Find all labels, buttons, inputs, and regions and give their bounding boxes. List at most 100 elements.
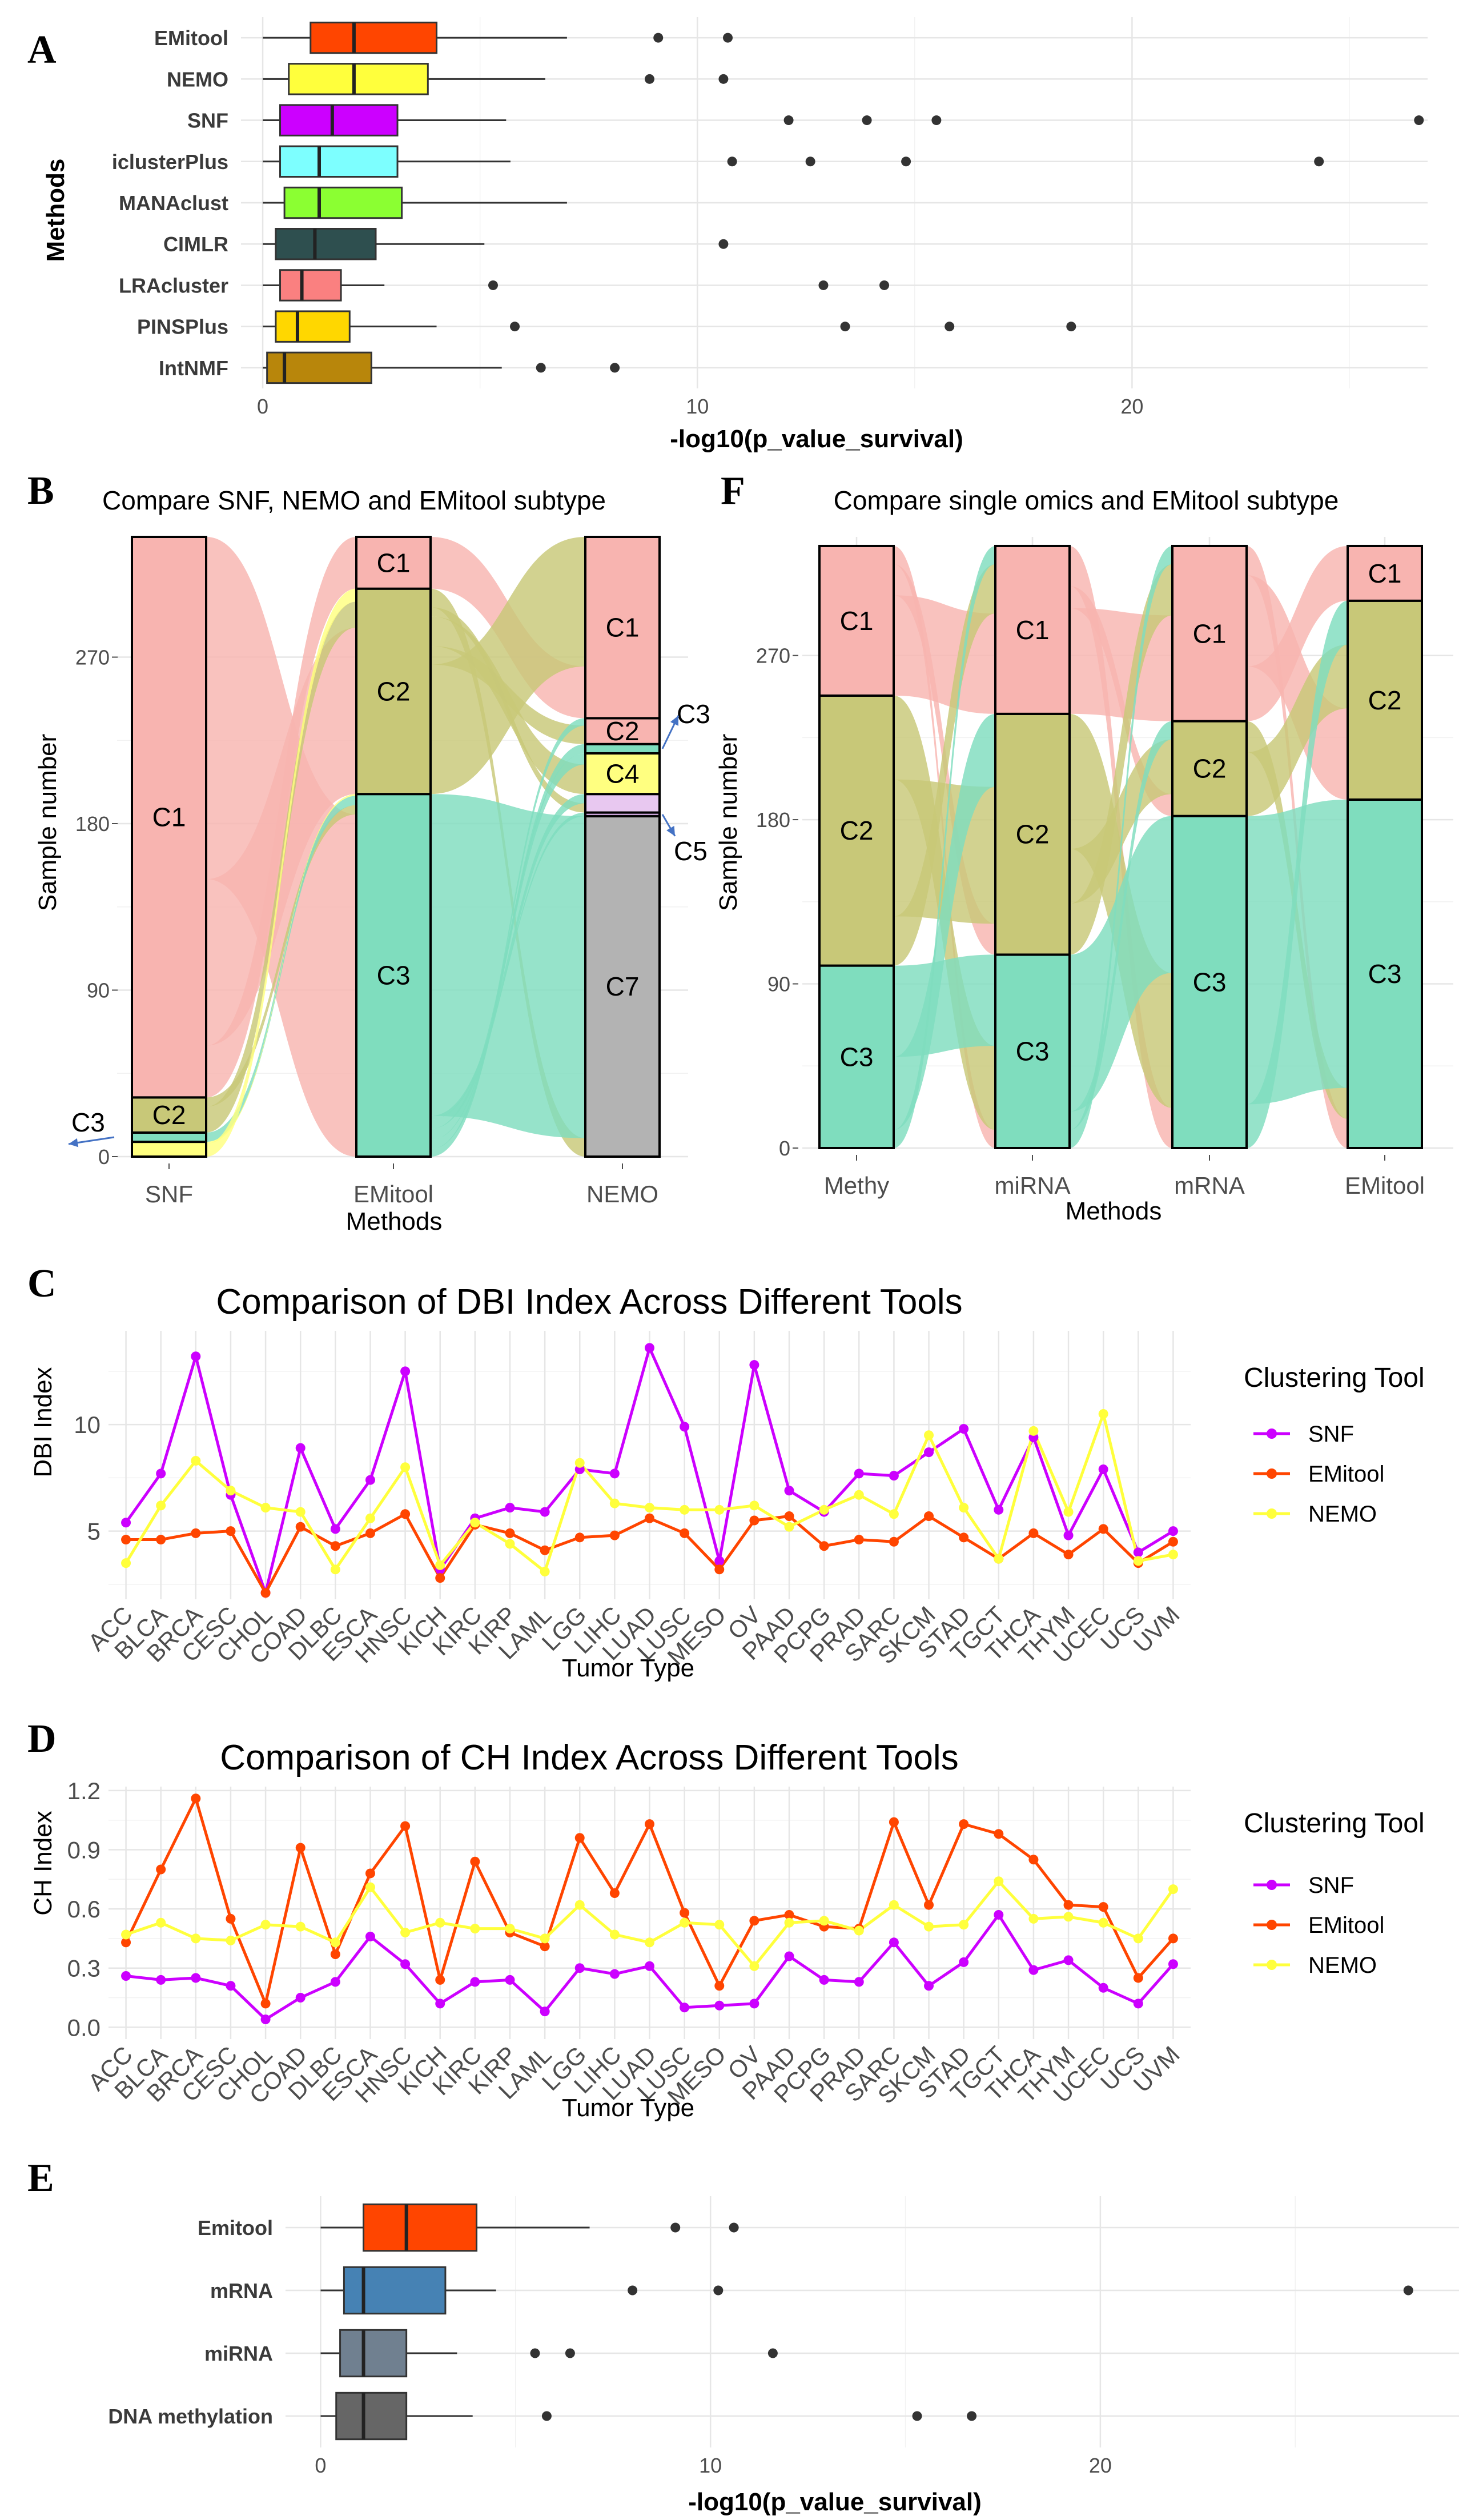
panel-a-outlier-emitool (653, 33, 664, 43)
panel-f-node-emitool-c1 (1347, 544, 1423, 602)
panel-c-point-snf-luad (645, 1343, 654, 1353)
panel-c-point-emitool-kich (435, 1573, 445, 1583)
panel-a-outlier-snf (783, 115, 794, 126)
panel-d-point-snf-thym (1063, 1955, 1074, 1965)
panel-c-point-emitool-thca (1028, 1528, 1039, 1538)
panel-b-node-label-snf-c2: C2 (152, 1100, 186, 1130)
panel-f-y-tick-label: 180 (756, 808, 790, 832)
panel-d-point-nemo-sarc (889, 1900, 899, 1910)
panel-a-x-tick-label: 10 (686, 395, 709, 418)
panel-d-point-nemo-ucec (1098, 1917, 1108, 1928)
panel-c-point-nemo-ucec (1098, 1409, 1108, 1419)
panel-d-y-tick-label: 0.6 (67, 1896, 101, 1923)
panel-a-category-label-snf: SNF (187, 109, 228, 133)
panel-a-outlier-snf (1414, 115, 1424, 126)
panel-d-point-snf-tgct (994, 1909, 1004, 1920)
panel-e-box-mrna (343, 2266, 447, 2315)
panel-letter-e: E (27, 2156, 54, 2200)
panel-c-point-emitool-blca (156, 1535, 166, 1545)
panel-d-point-snf-blca (156, 1975, 166, 1985)
panel-letter-b: B (27, 469, 54, 513)
panel-e-box-dna-methylation (335, 2391, 408, 2441)
panel-d-point-nemo-thym (1063, 1912, 1074, 1922)
panel-f-node-emitool-c3 (1347, 798, 1423, 1149)
panel-e-outlier-mrna (1403, 2285, 1413, 2296)
panel-c-point-emitool-prad (854, 1535, 864, 1545)
panel-f-node-label-methy-c1: C1 (840, 606, 874, 636)
panel-a-category-label-pinsplus: PINSPlus (137, 315, 228, 339)
panel-c-point-emitool-lihc (609, 1530, 620, 1540)
panel-c-point-emitool-lusc (680, 1528, 690, 1538)
panel-d-point-emitool-lusc (680, 1908, 690, 1918)
panel-a-outlier-iclusterplus (1314, 157, 1324, 167)
panel-b-flow-emitool-c3-to-c7 (431, 794, 585, 1138)
panel-c-point-nemo-kich (435, 1560, 445, 1570)
panel-d-point-emitool-coad (295, 1843, 306, 1853)
panel-f-node-mrna-c1 (1171, 544, 1248, 723)
panel-d-point-nemo-dlbc (330, 1937, 340, 1948)
panel-b-node-label-emitool-c1: C1 (377, 548, 411, 577)
panel-a-outlier-iclusterplus (805, 157, 815, 167)
panel-c-title: Comparison of DBI Index Across Different… (216, 1282, 962, 1322)
panel-d-point-snf-lgg (574, 1963, 585, 1973)
panel-b-node-nemo-c4 (584, 752, 661, 796)
panel-f-node-label-mrna-c2: C2 (1193, 754, 1227, 784)
panel-f-node-mirna-c3 (994, 953, 1071, 1150)
panel-letter-c: C (27, 1262, 57, 1306)
panel-b-flow-snf-c4-to-c3 (206, 794, 356, 1144)
panel-f-node-label-mirna-c3: C3 (1016, 1037, 1050, 1066)
panel-e-outlier-dna-methylation (541, 2411, 552, 2421)
panel-b-callout-arrow-snf-c3-head (69, 1138, 79, 1147)
panel-c-point-nemo-esca (365, 1513, 375, 1523)
panel-c-point-nemo-cesc (226, 1486, 236, 1496)
panel-f-x-tick-label: miRNA (995, 1172, 1071, 1199)
panel-a-outlier-snf (931, 115, 942, 126)
panel-d-point-nemo-kirc (470, 1924, 480, 1934)
panel-c-point-nemo-stad (959, 1503, 969, 1513)
panel-c-point-nemo-thym (1063, 1507, 1074, 1517)
panel-c-point-snf-lusc (680, 1422, 690, 1432)
panel-c-point-nemo-skcm (924, 1430, 934, 1440)
panel-d-ylabel: CH Index (29, 1811, 57, 1915)
panel-c-point-emitool-uvm (1168, 1536, 1178, 1547)
panel-f-flow-mrna-c3-to-c3 (1247, 799, 1348, 1105)
panel-d-point-emitool-kirc (470, 1856, 480, 1867)
panel-c-point-nemo-ucs (1133, 1556, 1143, 1566)
panel-c-point-nemo-lihc (609, 1498, 620, 1508)
panel-b-node-nemo-c6 (584, 793, 661, 814)
panel-c-y-tick-label: 10 (74, 1411, 101, 1438)
panel-a-box-manaclust (283, 186, 403, 219)
panel-d-point-emitool-lihc (609, 1888, 620, 1898)
panel-d-point-nemo-uvm (1168, 1884, 1178, 1895)
panel-f-node-methy-c3 (818, 964, 895, 1150)
panel-b-callout-label-nemo-c3: C3 (677, 699, 710, 729)
panel-f-flow-mirna-c3-to-c1 (1070, 545, 1172, 1148)
panel-d-legend-marker-snf (1267, 1880, 1277, 1890)
panel-e-x-tick-label: 20 (1089, 2454, 1112, 2477)
panel-letter-d: D (27, 1717, 57, 1761)
panel-c-point-emitool-hnsc (400, 1509, 411, 1519)
panel-f-flow-mirna-c1-to-c2 (1070, 586, 1172, 816)
panel-c-point-emitool-ov (749, 1515, 759, 1526)
panel-c-point-emitool-chol (260, 1588, 271, 1598)
panel-f-flow-mirna-c3-to-c3 (1070, 816, 1172, 1112)
panel-f-y-tick-label: 0 (779, 1137, 790, 1160)
panel-c-y-tick-label: 5 (87, 1518, 101, 1545)
panel-f-y-tick-label: 270 (756, 644, 790, 668)
panel-c-point-nemo-luad (645, 1503, 654, 1513)
panel-b-title: Compare SNF, NEMO and EMitool subtype (102, 485, 606, 515)
panel-b-flow-emitool-c2-to-c1 (431, 537, 585, 794)
panel-d-point-snf-kirc (470, 1977, 480, 1987)
panel-f-node-label-mirna-c1: C1 (1016, 615, 1050, 645)
panel-b-y-tick-label: 0 (98, 1145, 110, 1169)
panel-c-point-emitool-cesc (226, 1526, 236, 1536)
panel-c-point-snf-lihc (609, 1468, 620, 1479)
panel-d-point-snf-cesc (226, 1981, 236, 1991)
panel-d-point-snf-thca (1028, 1965, 1039, 1975)
panel-c-point-nemo-laml (540, 1567, 550, 1577)
panel-a-xlabel: -log10(p_value_survival) (670, 425, 963, 453)
panel-d-point-emitool-dlbc (330, 1949, 340, 1960)
panel-e-outlier-emitool (670, 2222, 681, 2233)
panel-e-box-mirna (339, 2329, 408, 2378)
panel-d-point-snf-luad (645, 1961, 654, 1971)
